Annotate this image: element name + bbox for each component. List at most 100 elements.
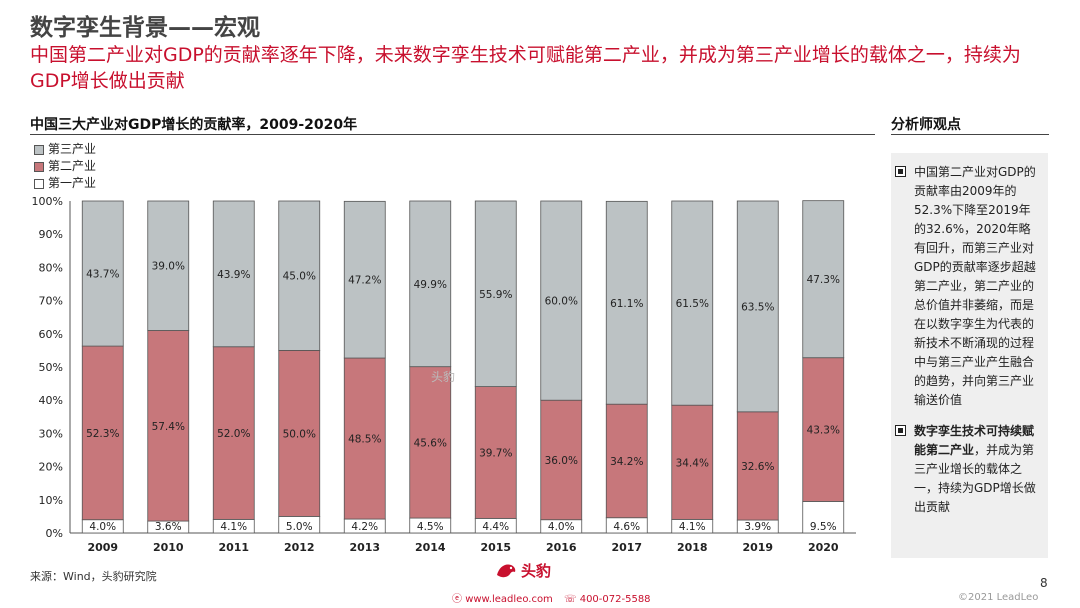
chart-title: 中国三大产业对GDP增长的贡献率，2009-2020年	[30, 117, 358, 133]
leopard-icon	[497, 563, 516, 577]
bar-segment-tertiary	[409, 200, 452, 368]
data-label-secondary: 34.4%	[676, 457, 709, 469]
analyst-point-rest: ，并成为第三产业增长的载体之一，持续为GDP增长做出贡献	[914, 443, 1036, 514]
page-number: 8	[1040, 576, 1048, 590]
data-label-tertiary: 55.9%	[479, 289, 512, 301]
data-label-secondary: 32.6%	[741, 461, 774, 473]
watermark: 头豹	[431, 370, 456, 384]
x-tick-label: 2009	[87, 541, 118, 554]
data-label-secondary: 52.0%	[217, 428, 250, 440]
analyst-point-strong: 数字孪生技术可持续赋能第二产业	[914, 424, 1035, 457]
analyst-title: 分析师观点	[891, 117, 961, 133]
data-label-primary: 9.5%	[810, 521, 837, 533]
bar-segment-secondary	[212, 346, 255, 520]
bar-segment-secondary	[736, 411, 779, 521]
bar-segment-tertiary	[605, 200, 648, 405]
x-tick-label: 2016	[546, 541, 577, 554]
y-tick-label: 60%	[39, 328, 63, 341]
data-label-tertiary: 61.1%	[610, 298, 643, 310]
x-tick-label: 2020	[808, 541, 839, 554]
data-label-secondary: 57.4%	[152, 421, 185, 433]
y-tick-label: 80%	[39, 261, 63, 274]
bar-segment-tertiary	[802, 200, 845, 359]
legend-swatch-primary	[34, 178, 44, 189]
data-label-secondary: 52.3%	[86, 428, 119, 440]
data-label-primary: 4.4%	[482, 521, 509, 533]
bar-segment-secondary	[81, 345, 124, 521]
analyst-point-text: 数字孪生技术可持续赋能第二产业，并成为第三产业增长的载体之一，持续为GDP增长做…	[914, 422, 1042, 517]
data-label-primary: 4.6%	[613, 521, 640, 533]
data-label-primary: 5.0%	[286, 521, 313, 533]
bar-segment-primary	[802, 501, 845, 534]
y-tick-label: 50%	[39, 361, 63, 374]
brand-name: 头豹	[521, 562, 552, 580]
legend-item-primary: 第一产业	[34, 175, 96, 192]
data-label-secondary: 50.0%	[283, 428, 316, 440]
y-tick-label: 100%	[32, 195, 63, 208]
bar-segment-tertiary	[671, 200, 714, 406]
bar-segment-secondary	[409, 366, 452, 519]
analyst-point: 数字孪生技术可持续赋能第二产业，并成为第三产业增长的载体之一，持续为GDP增长做…	[895, 422, 1042, 517]
y-tick-label: 70%	[39, 295, 63, 308]
data-label-tertiary: 49.9%	[414, 279, 447, 291]
y-tick-label: 40%	[39, 394, 63, 407]
checkbox-bullet-icon	[895, 166, 906, 177]
page-title: 数字孪生背景——宏观	[30, 15, 260, 41]
data-label-primary: 4.1%	[220, 521, 247, 533]
y-tick-label: 20%	[39, 461, 63, 474]
data-label-tertiary: 39.0%	[152, 261, 185, 273]
bar-segment-secondary	[802, 357, 845, 502]
phone-number: 400-072-5588	[579, 594, 651, 605]
legend-item-secondary: 第二产业	[34, 158, 96, 175]
bar-segment-secondary	[343, 357, 386, 520]
data-label-tertiary: 45.0%	[283, 271, 316, 283]
data-label-secondary: 34.2%	[610, 456, 643, 468]
data-label-tertiary: 60.0%	[545, 296, 578, 308]
data-label-secondary: 39.7%	[479, 447, 512, 459]
analyst-point: 中国第二产业对GDP的贡献率由2009年的52.3%下降至2019年的32.6%…	[895, 163, 1042, 410]
bar-segment-secondary	[540, 399, 583, 521]
bar-segment-tertiary	[474, 200, 517, 387]
analyst-point-text: 中国第二产业对GDP的贡献率由2009年的52.3%下降至2019年的32.6%…	[914, 165, 1036, 407]
bar-segment-tertiary	[736, 200, 779, 413]
y-tick-label: 0%	[46, 527, 63, 540]
y-tick-label: 90%	[39, 228, 63, 241]
data-label-tertiary: 47.2%	[348, 275, 381, 287]
brand-logo: 头豹	[495, 560, 551, 581]
data-label-secondary: 45.6%	[414, 437, 447, 449]
x-tick-label: 2013	[349, 541, 380, 554]
data-label-primary: 4.5%	[417, 521, 444, 533]
legend-item-tertiary: 第三产业	[34, 141, 96, 158]
bar-segment-tertiary	[147, 200, 190, 331]
legend-label-secondary: 第二产业	[48, 159, 97, 173]
x-tick-label: 2012	[284, 541, 315, 554]
x-tick-label: 2018	[677, 541, 708, 554]
data-label-secondary: 43.3%	[807, 425, 840, 437]
data-label-primary: 4.0%	[89, 521, 116, 533]
footer-contact: ⓔ www.leadleo.com ☏ 400-072-5588	[452, 590, 651, 605]
phone-icon: ☏	[564, 594, 577, 605]
checkbox-bullet-icon	[895, 425, 906, 436]
data-label-primary: 4.2%	[351, 521, 378, 533]
y-tick-label: 10%	[39, 494, 63, 507]
x-tick-label: 2014	[415, 541, 446, 554]
x-tick-label: 2019	[742, 541, 773, 554]
y-tick-label: 30%	[39, 427, 63, 440]
x-tick-label: 2010	[153, 541, 184, 554]
bar-segment-tertiary	[81, 200, 124, 347]
bar-segment-secondary	[671, 404, 714, 520]
analyst-box: 中国第二产业对GDP的贡献率由2009年的52.3%下降至2019年的32.6%…	[891, 153, 1048, 558]
data-label-secondary: 48.5%	[348, 434, 381, 446]
bar-segment-secondary	[147, 330, 190, 522]
page-subtitle: 中国第二产业对GDP的贡献率逐年下降，未来数字孪生技术可赋能第二产业，并成为第三…	[30, 44, 1021, 92]
legend-label-tertiary: 第三产业	[48, 142, 97, 156]
data-label-primary: 4.1%	[679, 521, 706, 533]
bar-segment-secondary	[278, 349, 321, 517]
data-label-tertiary: 43.7%	[86, 269, 119, 281]
x-tick-label: 2017	[611, 541, 642, 554]
website-link[interactable]: www.leadleo.com	[465, 594, 553, 605]
legend-swatch-tertiary	[34, 144, 44, 155]
bar-segment-tertiary	[343, 200, 386, 359]
data-label-secondary: 36.0%	[545, 455, 578, 467]
data-label-primary: 3.6%	[155, 521, 182, 533]
